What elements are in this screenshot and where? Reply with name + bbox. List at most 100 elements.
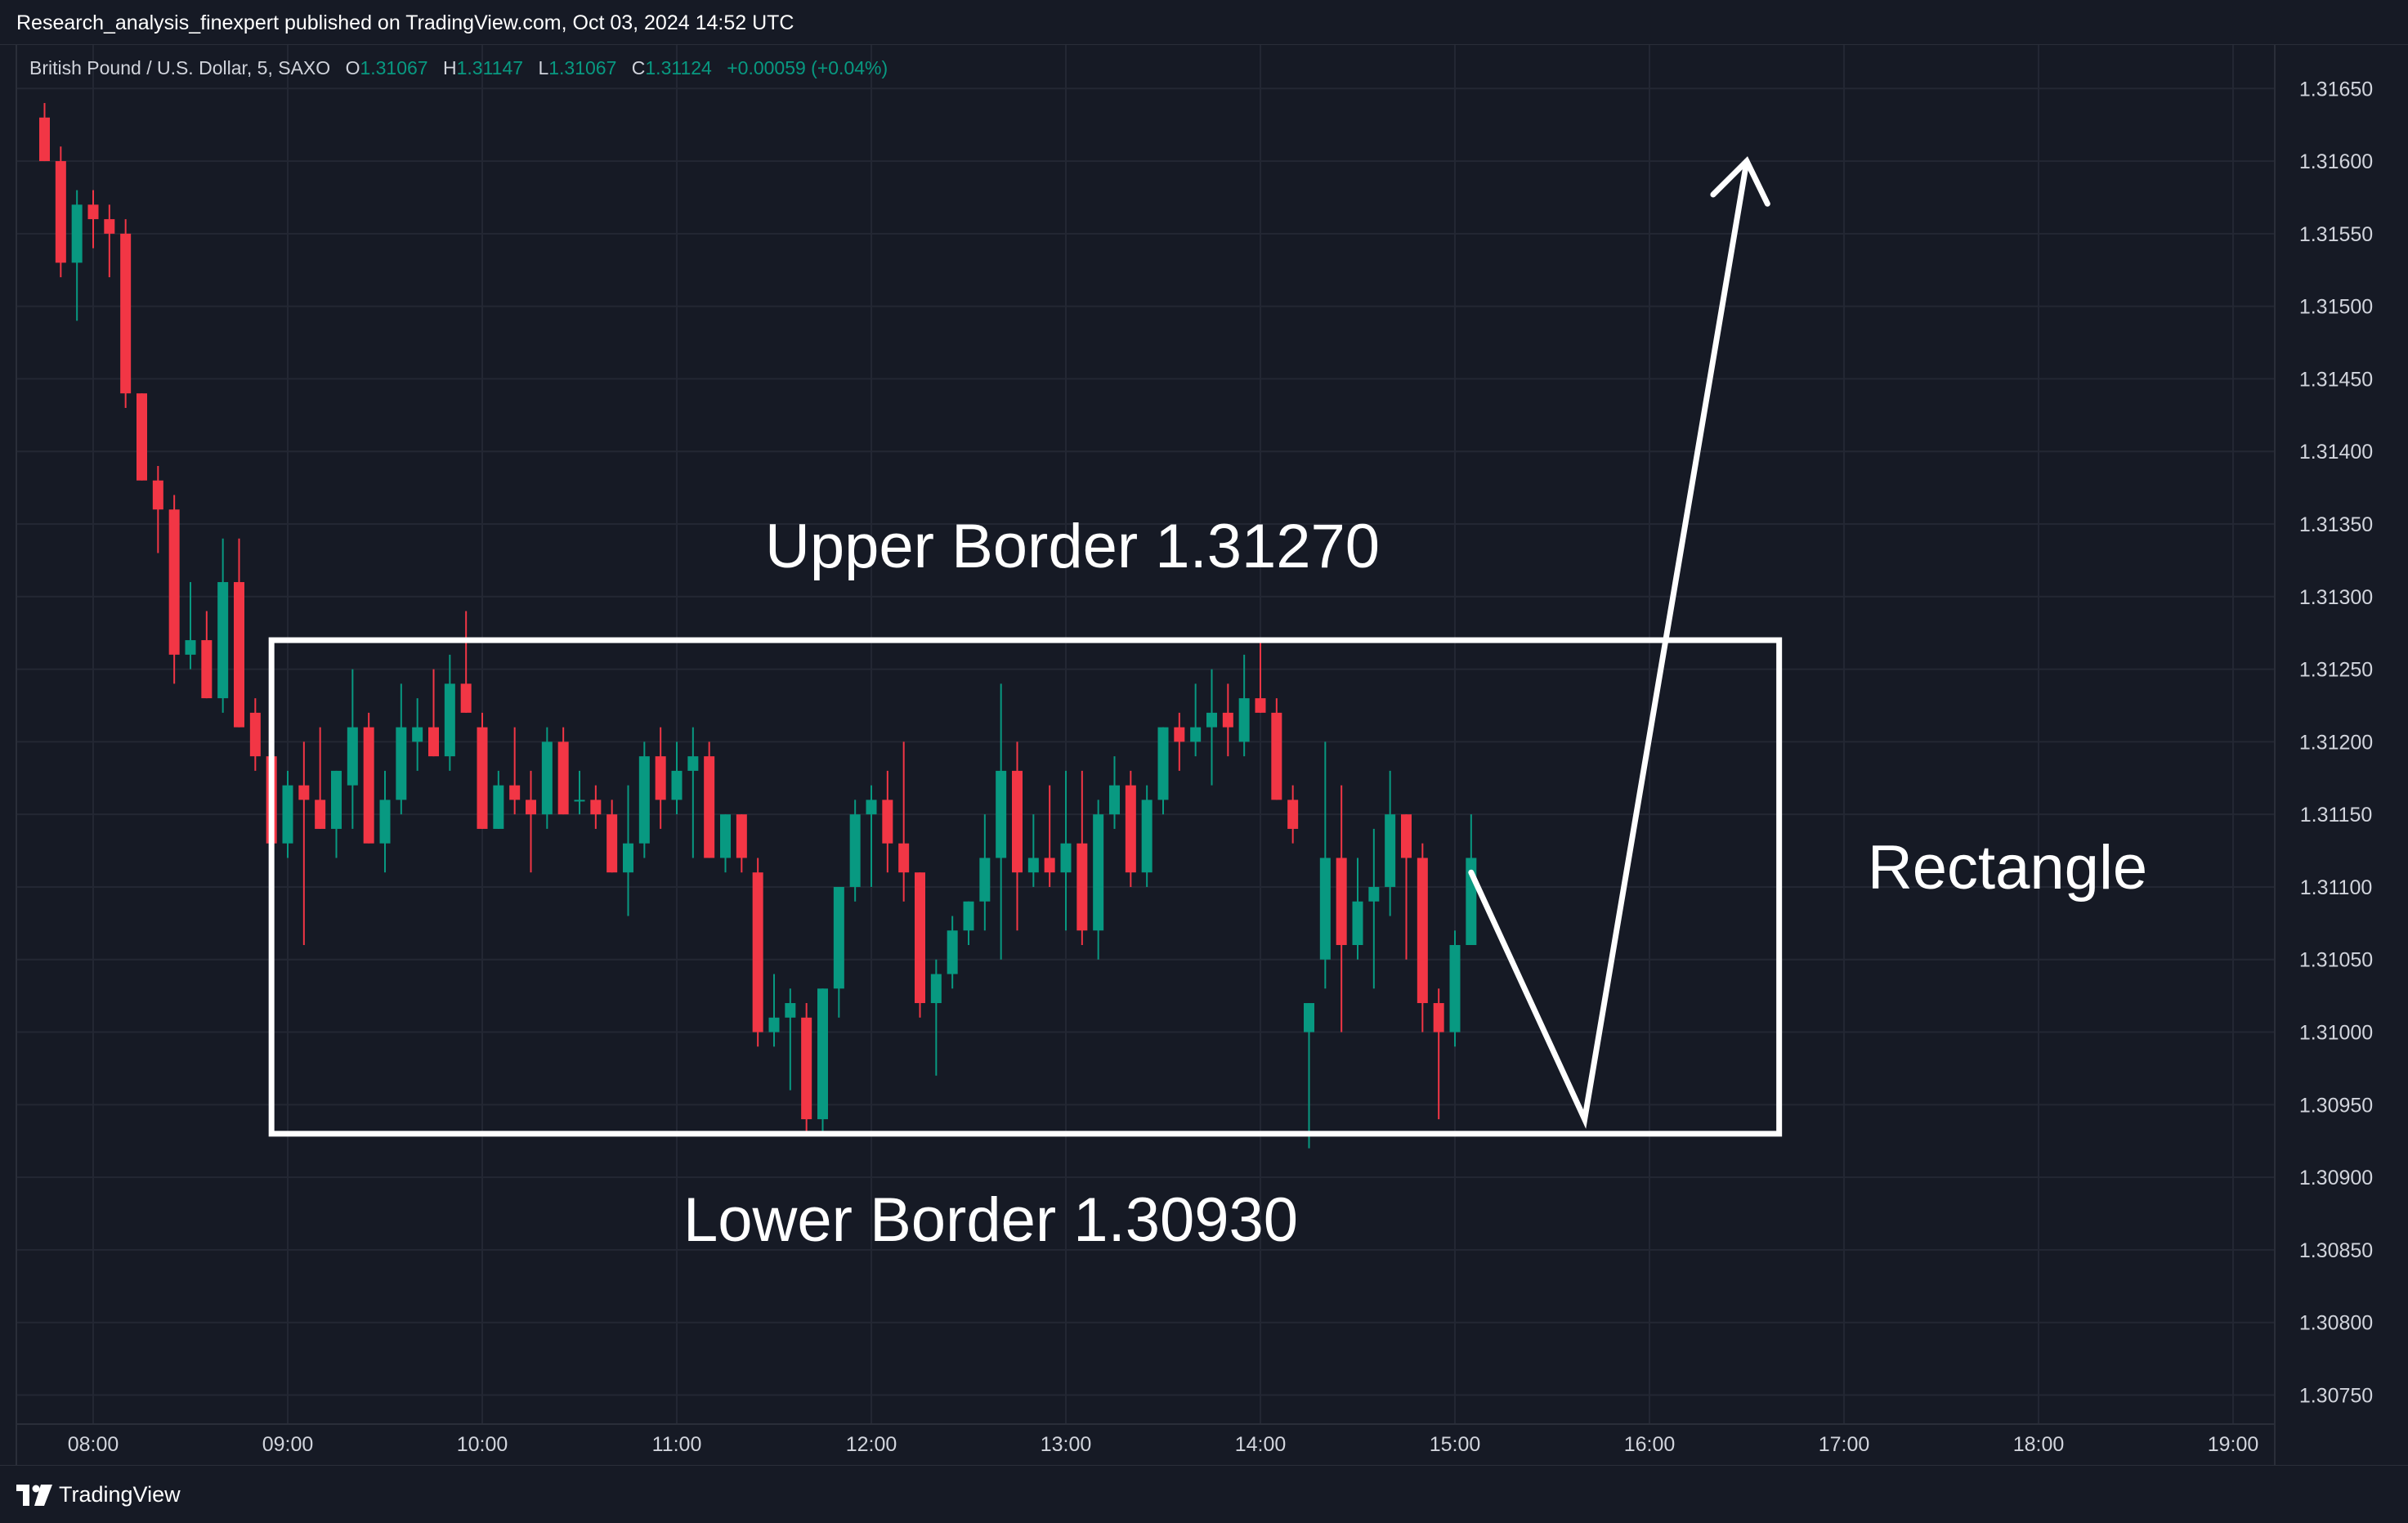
candle: [882, 770, 893, 873]
candle-body: [152, 480, 163, 510]
candle: [638, 741, 650, 858]
price-tick-label: 1.31250: [2299, 659, 2373, 682]
candle: [249, 698, 261, 771]
candle: [1336, 785, 1347, 1033]
candle: [849, 800, 861, 902]
price-tick-label: 1.31000: [2299, 1022, 2373, 1045]
candle-body: [963, 901, 974, 931]
candle: [979, 814, 991, 931]
projection-path: [1468, 158, 1750, 1129]
candle: [1449, 930, 1461, 1047]
candle-body: [412, 727, 423, 742]
low-value: 1.31067: [548, 57, 617, 78]
time-tick-label: 11:00: [652, 1433, 702, 1456]
candle: [1401, 814, 1412, 960]
time-tick-label: 10:00: [457, 1433, 508, 1456]
open-value: 1.31067: [360, 57, 428, 78]
price-tick-label: 1.31300: [2299, 586, 2373, 609]
price-tick-label: 1.31200: [2299, 731, 2373, 754]
tradingview-logo[interactable]: TradingView: [16, 1482, 181, 1507]
candle-body: [817, 988, 828, 1120]
candle: [1060, 770, 1072, 931]
candle: [87, 190, 99, 249]
candle: [460, 611, 472, 713]
candle-body: [833, 886, 844, 989]
candle-body: [1206, 712, 1217, 728]
candle-body: [1222, 712, 1233, 728]
rectangle-pattern: [268, 637, 1783, 1137]
candle: [363, 712, 374, 844]
candle: [1141, 785, 1153, 887]
candle: [509, 727, 521, 815]
candle: [234, 538, 244, 728]
candle-body: [1336, 858, 1347, 945]
candle: [801, 1003, 812, 1134]
price-tick-label: 1.31400: [2299, 441, 2373, 464]
candle: [752, 858, 763, 1047]
candle-body: [493, 785, 504, 829]
candle-body: [1141, 800, 1153, 873]
candle-body: [1060, 843, 1072, 873]
price-tick-label: 1.31550: [2299, 223, 2373, 246]
candle: [347, 669, 358, 829]
candle-body: [1287, 800, 1299, 829]
candle: [557, 727, 569, 815]
candle-body: [460, 683, 472, 713]
candle-body: [849, 814, 861, 887]
candle: [1271, 698, 1282, 800]
candle: [1222, 683, 1233, 757]
candle-body: [1238, 698, 1250, 742]
candle: [1238, 654, 1250, 757]
candle-body: [979, 858, 991, 902]
candle: [1352, 858, 1363, 960]
candle-body: [1125, 785, 1136, 873]
candle: [1304, 1003, 1314, 1149]
candle: [1190, 683, 1202, 757]
candle-body: [1385, 814, 1396, 887]
time-tick-label: 08:00: [68, 1433, 119, 1456]
candle: [1287, 785, 1299, 844]
candle-body: [606, 814, 618, 873]
candle: [930, 959, 942, 1076]
time-tick-label: 12:00: [846, 1433, 897, 1456]
candle-body: [217, 582, 229, 699]
annotations: Upper Border 1.31270 Lower Border 1.3093…: [268, 156, 2147, 1255]
candle-body: [655, 756, 666, 800]
published-info: Research_analysis_finexpert published on…: [16, 11, 794, 34]
candle: [655, 727, 666, 829]
candle-body: [574, 800, 585, 802]
candle: [282, 770, 293, 858]
candle-body: [477, 727, 488, 829]
candle: [120, 219, 132, 408]
candle-body: [396, 727, 407, 800]
candle: [541, 727, 553, 829]
candle-body: [1433, 1003, 1444, 1033]
upper-border-label: Upper Border 1.31270: [765, 512, 1380, 581]
open-label: O: [345, 57, 360, 78]
time-tick-label: 16:00: [1624, 1433, 1676, 1456]
candle-body: [120, 233, 132, 394]
candle-body: [623, 843, 633, 873]
candle: [71, 190, 83, 321]
candle: [39, 103, 50, 162]
candle-body: [947, 930, 958, 974]
candle-body: [363, 727, 374, 844]
candle-body: [526, 800, 536, 815]
candle: [817, 988, 828, 1134]
candle-body: [1174, 727, 1185, 742]
candle-body: [768, 1017, 780, 1033]
candle-body: [1304, 1003, 1314, 1033]
candle-body: [736, 814, 747, 858]
candle: [428, 669, 439, 757]
symbol-legend: British Pound / U.S. Dollar, 5, SAXO O1.…: [29, 57, 888, 79]
candle: [396, 683, 407, 815]
price-tick-label: 1.30750: [2299, 1384, 2373, 1407]
candle: [671, 741, 683, 815]
candle-body: [168, 509, 180, 655]
candle-body: [1093, 814, 1104, 931]
candle-body: [509, 785, 521, 800]
candle: [217, 538, 229, 713]
candle: [493, 770, 504, 829]
candle-body: [866, 800, 877, 815]
candle: [768, 974, 780, 1047]
